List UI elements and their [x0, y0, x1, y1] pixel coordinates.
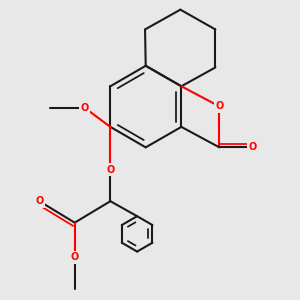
Text: O: O [215, 101, 224, 111]
Text: O: O [70, 252, 79, 262]
Text: O: O [35, 196, 44, 206]
Text: O: O [106, 165, 115, 175]
Text: O: O [248, 142, 256, 152]
Text: O: O [81, 103, 89, 113]
